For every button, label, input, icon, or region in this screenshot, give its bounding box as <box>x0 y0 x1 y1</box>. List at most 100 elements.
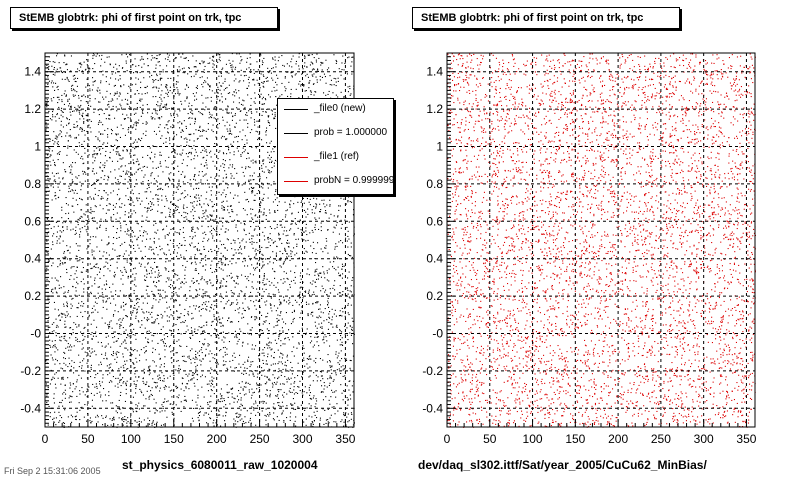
data-point <box>337 293 339 295</box>
data-point <box>160 222 162 224</box>
data-point <box>148 367 150 369</box>
data-point <box>100 153 102 155</box>
data-point <box>325 247 327 249</box>
data-point <box>116 261 118 263</box>
data-point <box>219 282 221 284</box>
data-point <box>222 222 224 224</box>
data-point <box>118 408 120 410</box>
data-point <box>164 184 166 186</box>
data-point <box>312 422 314 424</box>
data-point <box>268 170 270 172</box>
data-point <box>276 197 278 199</box>
data-point <box>184 88 186 90</box>
data-point <box>128 335 130 337</box>
data-point <box>195 289 197 291</box>
data-point <box>135 112 137 114</box>
data-point <box>116 126 118 128</box>
data-point <box>310 61 312 63</box>
data-point <box>100 218 102 220</box>
data-point <box>68 185 70 187</box>
data-point <box>134 420 136 422</box>
data-point <box>45 270 47 272</box>
data-point <box>198 182 200 184</box>
data-point <box>238 390 240 392</box>
data-point <box>47 387 49 389</box>
data-point <box>326 279 328 281</box>
data-point <box>122 356 124 358</box>
data-point <box>160 94 162 96</box>
data-point <box>134 279 136 281</box>
data-point <box>85 211 87 213</box>
data-point <box>249 419 251 421</box>
data-point <box>46 240 48 242</box>
data-point <box>120 85 122 87</box>
data-point <box>328 217 330 219</box>
data-point <box>205 210 207 212</box>
data-point <box>341 69 343 71</box>
data-point <box>317 317 319 319</box>
data-point <box>52 418 54 420</box>
data-point <box>245 166 247 168</box>
data-point <box>88 347 90 349</box>
data-point <box>270 307 272 309</box>
data-point <box>153 294 155 296</box>
data-point <box>261 182 263 184</box>
data-point <box>315 206 317 208</box>
data-point <box>282 282 284 284</box>
data-point <box>80 215 82 217</box>
data-point <box>108 177 110 179</box>
data-point <box>176 310 178 312</box>
data-point <box>75 199 77 201</box>
data-point <box>234 168 236 170</box>
data-point <box>341 344 343 346</box>
data-point <box>162 229 164 231</box>
data-point <box>70 169 72 171</box>
data-point <box>112 315 114 317</box>
data-point <box>344 368 346 370</box>
data-point <box>128 176 130 178</box>
data-point <box>281 226 283 228</box>
data-point <box>183 57 185 59</box>
data-point <box>143 77 145 79</box>
data-point <box>193 201 195 203</box>
data-point <box>63 93 65 95</box>
data-point <box>283 420 285 422</box>
data-point <box>66 303 68 305</box>
data-point <box>219 150 221 152</box>
data-point <box>81 367 83 369</box>
data-point <box>172 194 174 196</box>
data-point <box>253 407 255 409</box>
data-point <box>237 185 239 187</box>
data-point <box>52 139 54 141</box>
data-point <box>62 177 64 179</box>
data-point <box>53 143 55 145</box>
data-point <box>146 188 148 190</box>
data-point <box>168 386 170 388</box>
data-point <box>81 130 83 132</box>
data-point <box>58 96 60 98</box>
data-point <box>185 299 187 301</box>
data-point <box>244 135 246 137</box>
data-point <box>121 107 123 109</box>
data-point <box>48 110 50 112</box>
data-point <box>176 387 178 389</box>
data-point <box>123 381 125 383</box>
data-point <box>141 111 143 113</box>
data-point <box>158 272 160 274</box>
data-point <box>152 117 154 119</box>
data-point <box>285 235 287 237</box>
data-point <box>209 113 211 115</box>
data-point <box>92 156 94 158</box>
data-point <box>298 68 300 70</box>
data-point <box>179 316 181 318</box>
data-point <box>295 223 297 225</box>
data-point <box>203 343 205 345</box>
data-point <box>273 382 275 384</box>
data-point <box>343 412 345 414</box>
data-point <box>240 366 242 368</box>
data-point <box>97 421 99 423</box>
data-point <box>247 332 249 334</box>
data-point <box>91 338 93 340</box>
data-point <box>100 342 102 344</box>
data-point <box>200 364 202 366</box>
